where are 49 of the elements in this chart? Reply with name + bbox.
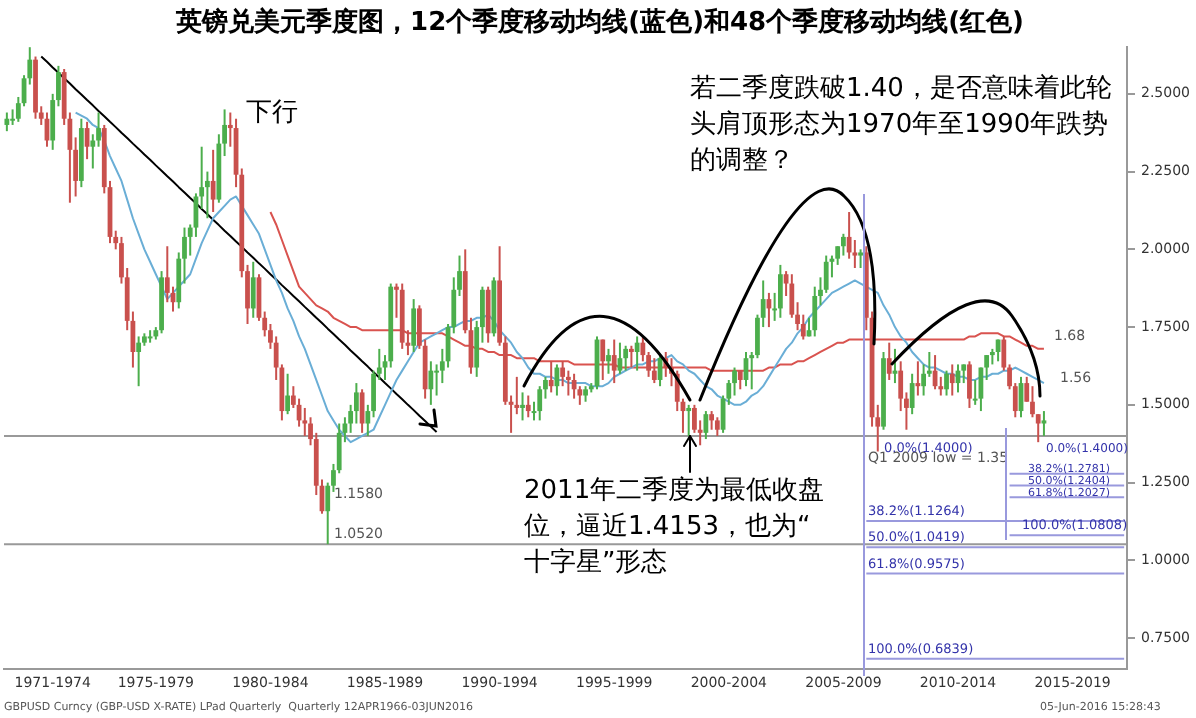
candlestick: [611, 338, 617, 385]
candlestick: [525, 394, 531, 419]
candlestick: [1041, 410, 1047, 437]
annotation: 下行: [246, 98, 298, 128]
candlestick: [411, 298, 417, 353]
candlestick: [841, 232, 846, 257]
candlestick: [285, 372, 291, 416]
annotation: 若二季度跌破1.40，是否意味着此轮头肩顶形态为1970年至1990年跌势的调整？: [690, 72, 1112, 176]
candlestick: [949, 363, 955, 397]
chart-title: 英镑兑美元季度图，12个季度移动均线(蓝色)和48个季度移动均线(红色): [174, 6, 1024, 39]
candlestick: [858, 248, 863, 270]
candlestick: [915, 360, 921, 397]
candlestick: [428, 360, 434, 406]
candlestick: [250, 260, 256, 319]
candlestick: [359, 388, 365, 434]
annotation: 2011年二季度为最低收盘位，逼近1.4153，也为“十字星”形态: [524, 474, 825, 578]
candlestick: [548, 360, 554, 394]
candlestick: [634, 335, 640, 372]
candlestick: [353, 382, 359, 425]
candlestick: [565, 369, 571, 397]
candlestick: [210, 148, 216, 214]
candlestick: [520, 391, 525, 422]
candlestick: [606, 347, 611, 375]
candlestick: [629, 344, 634, 369]
candlestick: [709, 410, 715, 431]
candlestick: [732, 366, 737, 397]
candlestick: [961, 363, 967, 385]
candlestick: [714, 416, 720, 437]
candlestick: [485, 285, 491, 344]
candlestick: [651, 357, 657, 385]
candlestick: [703, 410, 709, 441]
candlestick: [812, 285, 818, 338]
candlestick: [537, 385, 543, 422]
candlestick: [967, 360, 972, 409]
candlestick: [560, 360, 566, 388]
candlestick: [600, 338, 606, 381]
candlestick: [944, 369, 949, 397]
candlestick: [909, 372, 915, 416]
candlestick: [136, 335, 142, 388]
candlestick: [164, 245, 170, 304]
candlestick: [571, 372, 577, 400]
candlestick: [4, 111, 10, 133]
candlestick: [686, 403, 692, 437]
candlestick: [846, 211, 852, 260]
candlestick: [302, 406, 308, 437]
candlestick: [1030, 385, 1035, 419]
candlestick: [777, 263, 783, 319]
candlestick: [623, 344, 629, 372]
candlestick: [886, 341, 892, 381]
